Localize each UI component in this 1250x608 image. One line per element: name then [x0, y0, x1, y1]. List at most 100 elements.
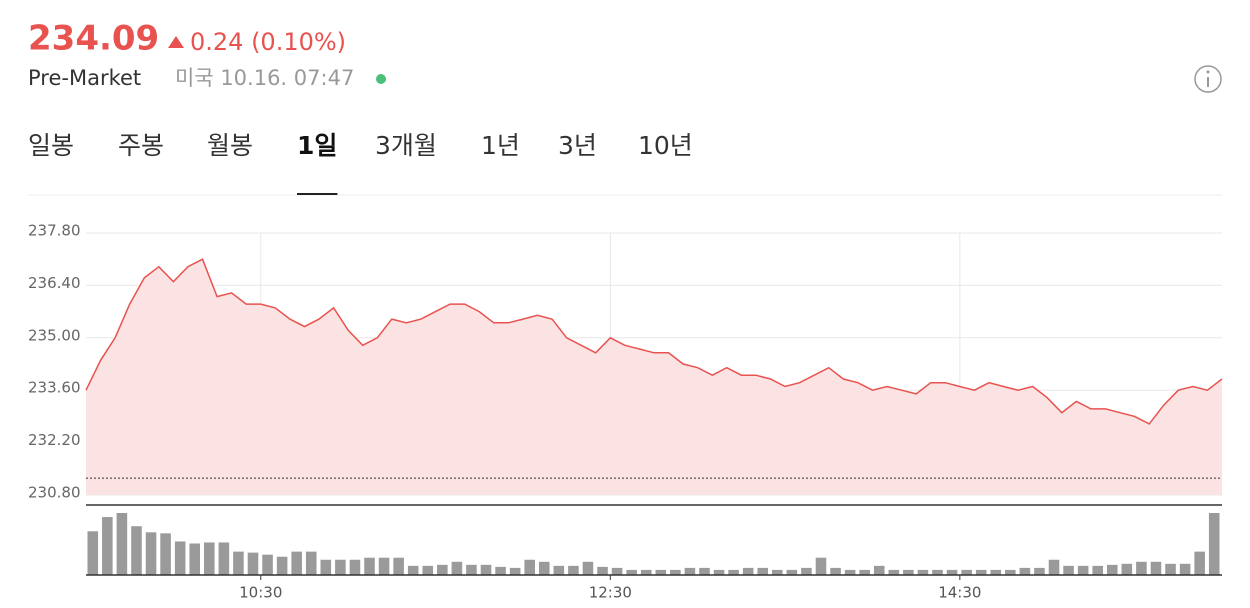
volume-bar: [670, 569, 681, 575]
volume-bar: [844, 569, 856, 575]
volume-bar: [204, 542, 215, 575]
volume-bar: [553, 565, 565, 575]
x-tick-label: 14:30: [938, 584, 981, 602]
volume-bar: [655, 569, 667, 575]
volume-bar: [1063, 565, 1074, 575]
up-arrow: [168, 36, 184, 48]
volume-bar: [174, 541, 186, 575]
volume-bar: [276, 556, 288, 575]
price-line: [85, 258, 1223, 425]
volume-bar: [495, 566, 506, 575]
volume-bar: [626, 569, 637, 575]
volume-bar: [393, 557, 404, 575]
volume-bar: [538, 561, 550, 575]
price: 234.09: [28, 19, 159, 59]
volume-bar: [378, 557, 390, 575]
volume-bar: [742, 567, 754, 575]
volume-bar: [873, 565, 885, 575]
volume-bar: [1150, 561, 1162, 575]
volume-bar: [305, 551, 317, 575]
volume-bar: [772, 569, 783, 575]
volume-bar: [932, 569, 943, 575]
tab[interactable]: 10년: [638, 131, 693, 160]
volume-bar: [218, 542, 230, 575]
status-dot: [376, 74, 386, 84]
volume-bar: [349, 559, 361, 575]
volume-bar: [116, 513, 128, 575]
volume-bar: [786, 569, 798, 575]
volume-bar: [888, 569, 900, 575]
volume-bar: [247, 552, 259, 575]
y-tick-label: 236.40: [28, 274, 81, 292]
tab[interactable]: 월봉: [207, 131, 253, 160]
volume-bar: [451, 561, 463, 575]
info-icon[interactable]: [1194, 65, 1222, 93]
volume-bar: [1106, 564, 1118, 575]
price-change: 0.24 (0.10%): [190, 28, 346, 56]
volume-bar: [699, 567, 710, 575]
volume-bar: [1194, 551, 1205, 575]
y-tick-label: 232.20: [28, 431, 81, 449]
volume-bar: [1048, 559, 1060, 575]
volume-bar: [815, 557, 827, 575]
volume-bar: [233, 551, 244, 575]
volume-bar: [946, 569, 958, 575]
price-area: [86, 259, 1222, 495]
y-tick-label: 233.60: [28, 379, 81, 397]
x-tick-label: 12:30: [589, 584, 632, 602]
volume-bar: [728, 569, 739, 575]
volume-bar: [189, 543, 201, 575]
volume-bar: [568, 565, 579, 575]
volume-bar: [407, 565, 419, 575]
volume-bar: [611, 567, 623, 575]
tab[interactable]: 주봉: [118, 131, 164, 160]
volume-bar: [1092, 565, 1103, 575]
volume-bar: [859, 569, 870, 575]
volume-bar: [830, 567, 841, 575]
timestamp: 미국 10.16. 07:47: [175, 66, 354, 90]
volume-bar: [509, 567, 521, 575]
volume-bar: [320, 559, 332, 575]
volume-bar: [102, 517, 113, 575]
volume-bar: [903, 569, 914, 575]
volume-bar: [262, 554, 273, 575]
tab[interactable]: 3년: [558, 131, 597, 160]
tab[interactable]: 1일: [297, 131, 337, 160]
x-tick-label: 10:30: [239, 584, 282, 602]
volume-bar: [364, 557, 375, 575]
volume-bar: [335, 559, 346, 575]
volume-bar: [1121, 563, 1133, 575]
volume-bar: [131, 526, 142, 575]
volume-bar: [1034, 567, 1045, 575]
volume-bar: [1208, 513, 1220, 575]
volume-bar: [437, 564, 448, 575]
volume-bar: [1005, 569, 1016, 575]
volume-bar: [582, 561, 594, 575]
tab[interactable]: 일봉: [28, 131, 74, 160]
volume-bar: [291, 551, 302, 575]
volume-bar: [684, 567, 696, 575]
volume-bar: [422, 565, 434, 575]
volume-bar: [524, 559, 535, 575]
volume-bar: [160, 533, 171, 575]
volume-bar: [713, 569, 725, 575]
volume-bar: [87, 531, 99, 575]
y-tick-label: 235.00: [28, 326, 81, 344]
tab[interactable]: 1년: [481, 131, 520, 160]
volume-bar: [466, 564, 477, 575]
session: Pre-Market: [28, 66, 141, 90]
volume-bar: [1077, 565, 1089, 575]
volume-bar: [1019, 567, 1031, 575]
volume-bar: [145, 532, 157, 575]
volume-bar: [961, 569, 972, 575]
y-tick-label: 230.80: [28, 484, 81, 502]
volume-bar: [917, 569, 929, 575]
volume-bar: [480, 564, 492, 575]
volume-bar: [1165, 563, 1176, 575]
volume-bar: [757, 567, 769, 575]
volume-bar: [990, 569, 1002, 575]
volume-bar: [597, 566, 608, 575]
volume-bar: [1136, 561, 1147, 575]
tab[interactable]: 3개월: [375, 131, 437, 160]
